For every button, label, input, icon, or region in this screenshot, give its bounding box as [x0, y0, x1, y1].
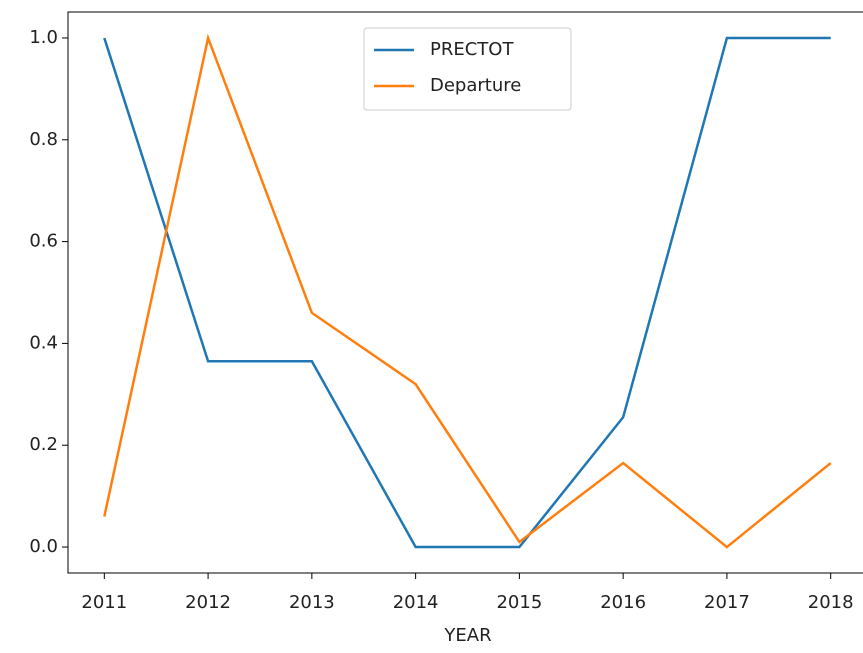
y-tick-label: 0.8	[29, 129, 58, 150]
x-tick-label: 2016	[600, 592, 646, 613]
x-axis-label: YEAR	[443, 625, 491, 646]
y-tick-label: 0.6	[29, 231, 58, 252]
x-tick-label: 2017	[704, 592, 750, 613]
x-tick-label: 2012	[185, 592, 231, 613]
x-tick-label: 2014	[393, 592, 439, 613]
line-series	[103, 33, 832, 549]
x-tick-label: 2018	[808, 592, 854, 613]
y-tick-label: 0.2	[29, 434, 58, 455]
y-tick-label: 0.0	[29, 536, 58, 557]
legend-label: Departure	[430, 75, 521, 96]
line-series	[103, 36, 831, 549]
x-tick-label: 2015	[496, 592, 542, 613]
y-tick-label: 0.4	[29, 332, 58, 353]
plot-frame	[67, 11, 863, 574]
x-tick-label: 2011	[81, 592, 127, 613]
legend-box	[363, 27, 572, 111]
legend-label: PRECTOT	[430, 39, 514, 60]
y-tick-label: 1.0	[29, 27, 58, 48]
x-tick-label: 2013	[289, 592, 335, 613]
